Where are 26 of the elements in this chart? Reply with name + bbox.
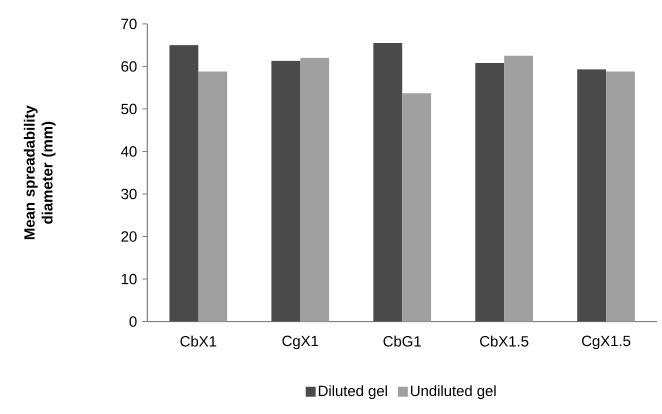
y-tick-label: 30 [121, 188, 137, 200]
y-tick-label: 60 [121, 61, 137, 72]
y-tick-label: 50 [121, 104, 137, 114]
x-tick-label: CbX1 [180, 336, 216, 347]
bar [169, 45, 198, 322]
bar [300, 58, 330, 322]
x-tick-label: CgX1.5 [582, 336, 630, 350]
y-tick-label: 20 [121, 231, 137, 242]
y-tick-label: 10 [122, 274, 137, 284]
bar [475, 62, 504, 322]
x-tick-label: CgX1 [282, 336, 318, 350]
bar [402, 93, 432, 322]
x-tick-label: CbG1 [384, 336, 421, 347]
legend-label: Undiluted gel [410, 385, 496, 400]
bar [606, 71, 635, 322]
bar [504, 56, 533, 322]
y-tick-label: 0 [130, 316, 137, 327]
y-tick-label: 70 [121, 18, 137, 30]
bar [373, 42, 402, 322]
bar [198, 71, 228, 322]
x-tick-label: CbX1.5 [480, 336, 528, 347]
bar [271, 60, 300, 322]
y-tick-label: 40 [121, 146, 137, 157]
bar [577, 69, 606, 322]
y-axis-title: Mean spreadability diameter (mm) [24, 105, 56, 240]
legend-label: Diluted gel [318, 385, 387, 400]
